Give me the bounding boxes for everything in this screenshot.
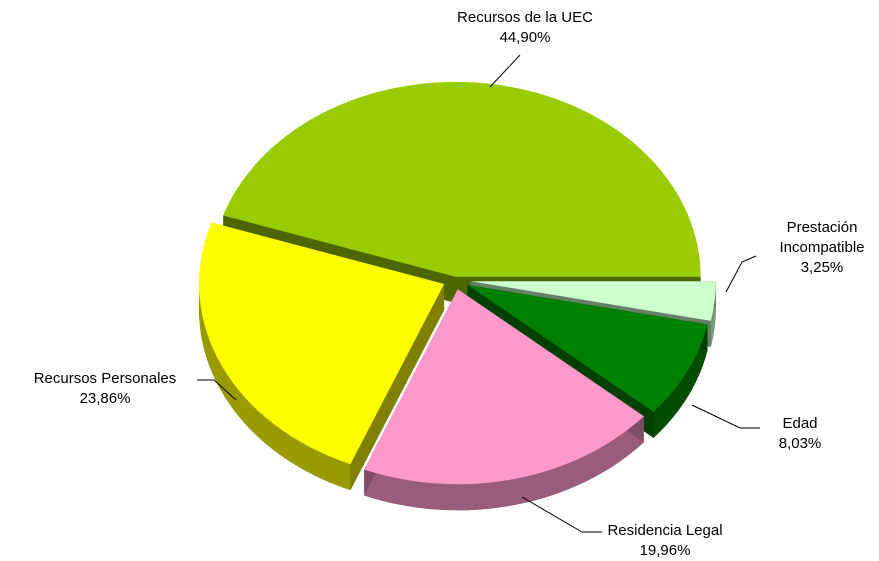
category-name: Residencia Legal <box>607 522 723 539</box>
category-name: Recursos de la UEC <box>457 9 593 26</box>
value-label: 8,03% <box>778 435 822 452</box>
leader-line <box>521 496 602 533</box>
leader-line <box>725 255 757 293</box>
slice <box>467 284 708 412</box>
slice-label: Recursos de la UEC 44,90% <box>425 8 625 48</box>
slice-label: Recursos Personales 23,86% <box>5 369 205 409</box>
slice-side <box>364 416 644 511</box>
value-label: 44,90% <box>499 29 551 46</box>
slice <box>223 81 701 277</box>
slice <box>199 222 445 465</box>
slice-side <box>710 281 716 347</box>
value-label: 19,96% <box>639 542 691 559</box>
slice-label: Edad 8,03% <box>750 414 850 454</box>
slice-side <box>199 283 351 491</box>
slice <box>364 289 644 485</box>
slice <box>470 281 716 321</box>
category-name: Recursos Personales <box>33 370 177 387</box>
leader-line <box>489 54 521 88</box>
category-name: Edad <box>782 415 818 432</box>
slice-side <box>653 324 708 438</box>
value-label: 23,86% <box>79 390 131 407</box>
leader-line <box>691 404 760 429</box>
slice-label: Prestación Incompatible 3,25% <box>767 218 877 278</box>
value-label: 3,25% <box>800 259 844 276</box>
slice-label: Residencia Legal 19,96% <box>585 521 745 561</box>
category-name: Prestación Incompatible <box>779 219 865 256</box>
leader-line <box>197 379 237 401</box>
slice-edge <box>350 283 445 491</box>
